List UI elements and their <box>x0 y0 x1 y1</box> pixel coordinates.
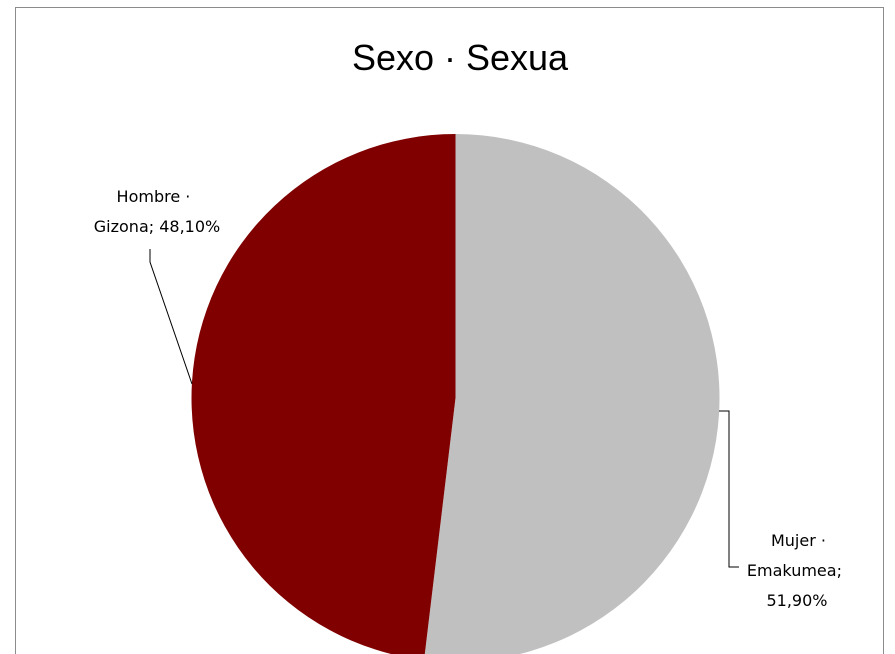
pie-slices <box>191 134 720 654</box>
slice-label-hombre-line-1: Hombre · <box>117 187 191 206</box>
slice-label-mujer: Mujer · Emakumea; 51,90% <box>747 531 847 610</box>
chart-border <box>15 7 884 654</box>
slice-label-mujer-line-3: 51,90% <box>766 591 827 610</box>
slice-label-hombre: Hombre · Gizona; 48,10% <box>94 187 220 236</box>
pie-slice-mujer <box>424 134 720 654</box>
leader-line-hombre <box>149 249 193 385</box>
slice-label-mujer-line-1: Mujer · <box>771 531 826 550</box>
pie-slice-hombre <box>191 134 456 654</box>
chart-title: Sexo · Sexua <box>352 37 569 78</box>
slice-label-hombre-line-2: Gizona; 48,10% <box>94 217 220 236</box>
slice-label-mujer-line-2: Emakumea; <box>747 561 842 580</box>
leader-line-mujer <box>719 410 739 568</box>
